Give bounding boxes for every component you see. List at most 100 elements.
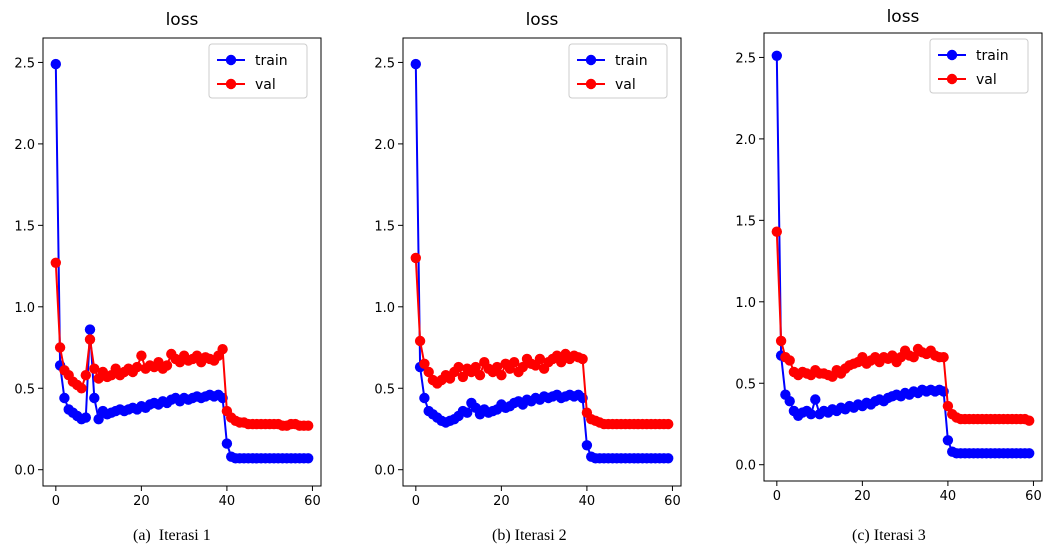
chart-title: loss: [166, 10, 199, 30]
data-point-val: [556, 357, 567, 368]
y-tick-label: 1.5: [735, 214, 756, 229]
legend-marker-train: [585, 54, 597, 66]
data-point-val: [76, 383, 87, 394]
y-tick-label: 2.5: [14, 56, 35, 71]
data-point-val: [1023, 415, 1035, 426]
data-point-val: [410, 252, 421, 264]
x-tick-label: 20: [133, 494, 150, 509]
y-tick-label: 0.0: [14, 464, 35, 479]
data-point-train: [89, 392, 100, 404]
chart-title: loss: [526, 10, 559, 30]
legend-marker-val: [585, 78, 597, 90]
data-point-val: [470, 361, 481, 373]
y-tick-label: 0.5: [374, 382, 395, 397]
data-point-val: [534, 353, 546, 365]
data-point-val: [491, 361, 503, 373]
legend-marker-val: [225, 78, 237, 90]
data-point-val: [80, 370, 92, 381]
data-point-val: [50, 257, 61, 268]
legend-label-train: train: [615, 53, 648, 69]
data-point-val: [54, 342, 66, 353]
legend-label-val: val: [615, 77, 636, 93]
legend-label-train: train: [255, 53, 288, 69]
y-tick-label: 2.5: [374, 56, 395, 71]
data-point-val: [771, 226, 782, 237]
caption-b: (b) Iterasi 2: [492, 527, 567, 544]
data-point-train: [93, 414, 104, 425]
legend-label-val: val: [255, 77, 276, 93]
y-tick-label: 2.0: [735, 133, 756, 148]
y-tick-label: 0.5: [735, 377, 756, 392]
legend-marker-val: [946, 73, 958, 85]
data-point-train: [303, 453, 314, 464]
legend: train val: [568, 43, 668, 99]
data-point-val: [84, 334, 96, 345]
data-point-val: [775, 335, 787, 347]
data-point-val: [663, 418, 674, 430]
data-point-val: [89, 363, 100, 374]
data-point-train: [80, 412, 92, 423]
x-tick-label: 60: [304, 494, 321, 509]
data-point-val: [942, 400, 954, 412]
legend-marker-train: [225, 54, 237, 66]
x-tick-label: 0: [52, 494, 60, 509]
plot-frame: [402, 37, 682, 487]
y-tick-label: 0.0: [735, 459, 756, 474]
y-tick-label: 2.5: [735, 51, 756, 66]
x-tick-label: 20: [854, 489, 871, 504]
data-point-val: [419, 358, 430, 369]
data-point-val: [496, 370, 507, 381]
x-tick-label: 40: [219, 494, 236, 509]
data-point-val: [784, 355, 795, 366]
plot-frame: [42, 37, 322, 487]
legend-marker-train: [946, 49, 958, 61]
caption-c: (c) Iterasi 3: [852, 527, 926, 544]
chart-panel-0: loss 0 20 40 60 0.0 0.5 1.0 1.5 2.0 2.5 train val: [14, 10, 322, 509]
chart-panel-1: loss 0 20 40 60 0.0 0.5 1.0 1.5 2.0 2.5 train val: [374, 10, 682, 509]
legend-label-train: train: [976, 48, 1009, 64]
y-tick-label: 2.0: [14, 138, 35, 153]
data-point-train: [59, 392, 70, 404]
chart-title: loss: [887, 7, 920, 27]
data-point-train: [663, 453, 674, 464]
data-point-train: [410, 58, 421, 70]
chart-panel-2: loss 0 20 40 60 0.0 0.5 1.0 1.5 2.0 2.5 train val: [735, 7, 1043, 504]
data-point-val: [908, 352, 919, 363]
y-tick-label: 0.0: [374, 464, 395, 479]
y-tick-label: 0.5: [14, 382, 35, 397]
x-tick-label: 0: [412, 494, 420, 509]
data-point-val: [453, 361, 464, 373]
data-point-val: [217, 344, 228, 355]
data-point-val: [509, 357, 520, 368]
data-point-val: [414, 335, 426, 347]
data-point-train: [784, 396, 795, 407]
data-point-val: [136, 350, 147, 361]
data-point-val: [474, 370, 486, 381]
data-point-val: [423, 366, 434, 378]
y-tick-label: 1.0: [14, 301, 35, 316]
data-point-val: [131, 361, 143, 373]
x-tick-label: 40: [940, 489, 957, 504]
y-tick-label: 1.0: [374, 301, 395, 316]
y-tick-label: 2.0: [374, 138, 395, 153]
data-point-val: [161, 360, 173, 371]
legend: train val: [929, 38, 1029, 94]
data-point-train: [1023, 448, 1035, 459]
data-point-train: [581, 440, 593, 451]
x-tick-label: 60: [1025, 489, 1042, 504]
caption-a: (a) Iterasi 1: [133, 527, 211, 544]
legend: train val: [208, 43, 308, 99]
data-point-train: [50, 58, 61, 70]
data-point-val: [303, 420, 314, 431]
data-point-train: [805, 409, 817, 420]
x-tick-label: 0: [773, 489, 781, 504]
data-point-val: [938, 352, 949, 363]
data-point-train: [942, 435, 954, 446]
data-point-train: [419, 392, 430, 404]
data-point-val: [577, 353, 588, 365]
legend-label-val: val: [976, 72, 997, 88]
data-point-train: [462, 407, 473, 418]
y-tick-label: 1.5: [374, 219, 395, 234]
plot-frame: [763, 32, 1043, 482]
